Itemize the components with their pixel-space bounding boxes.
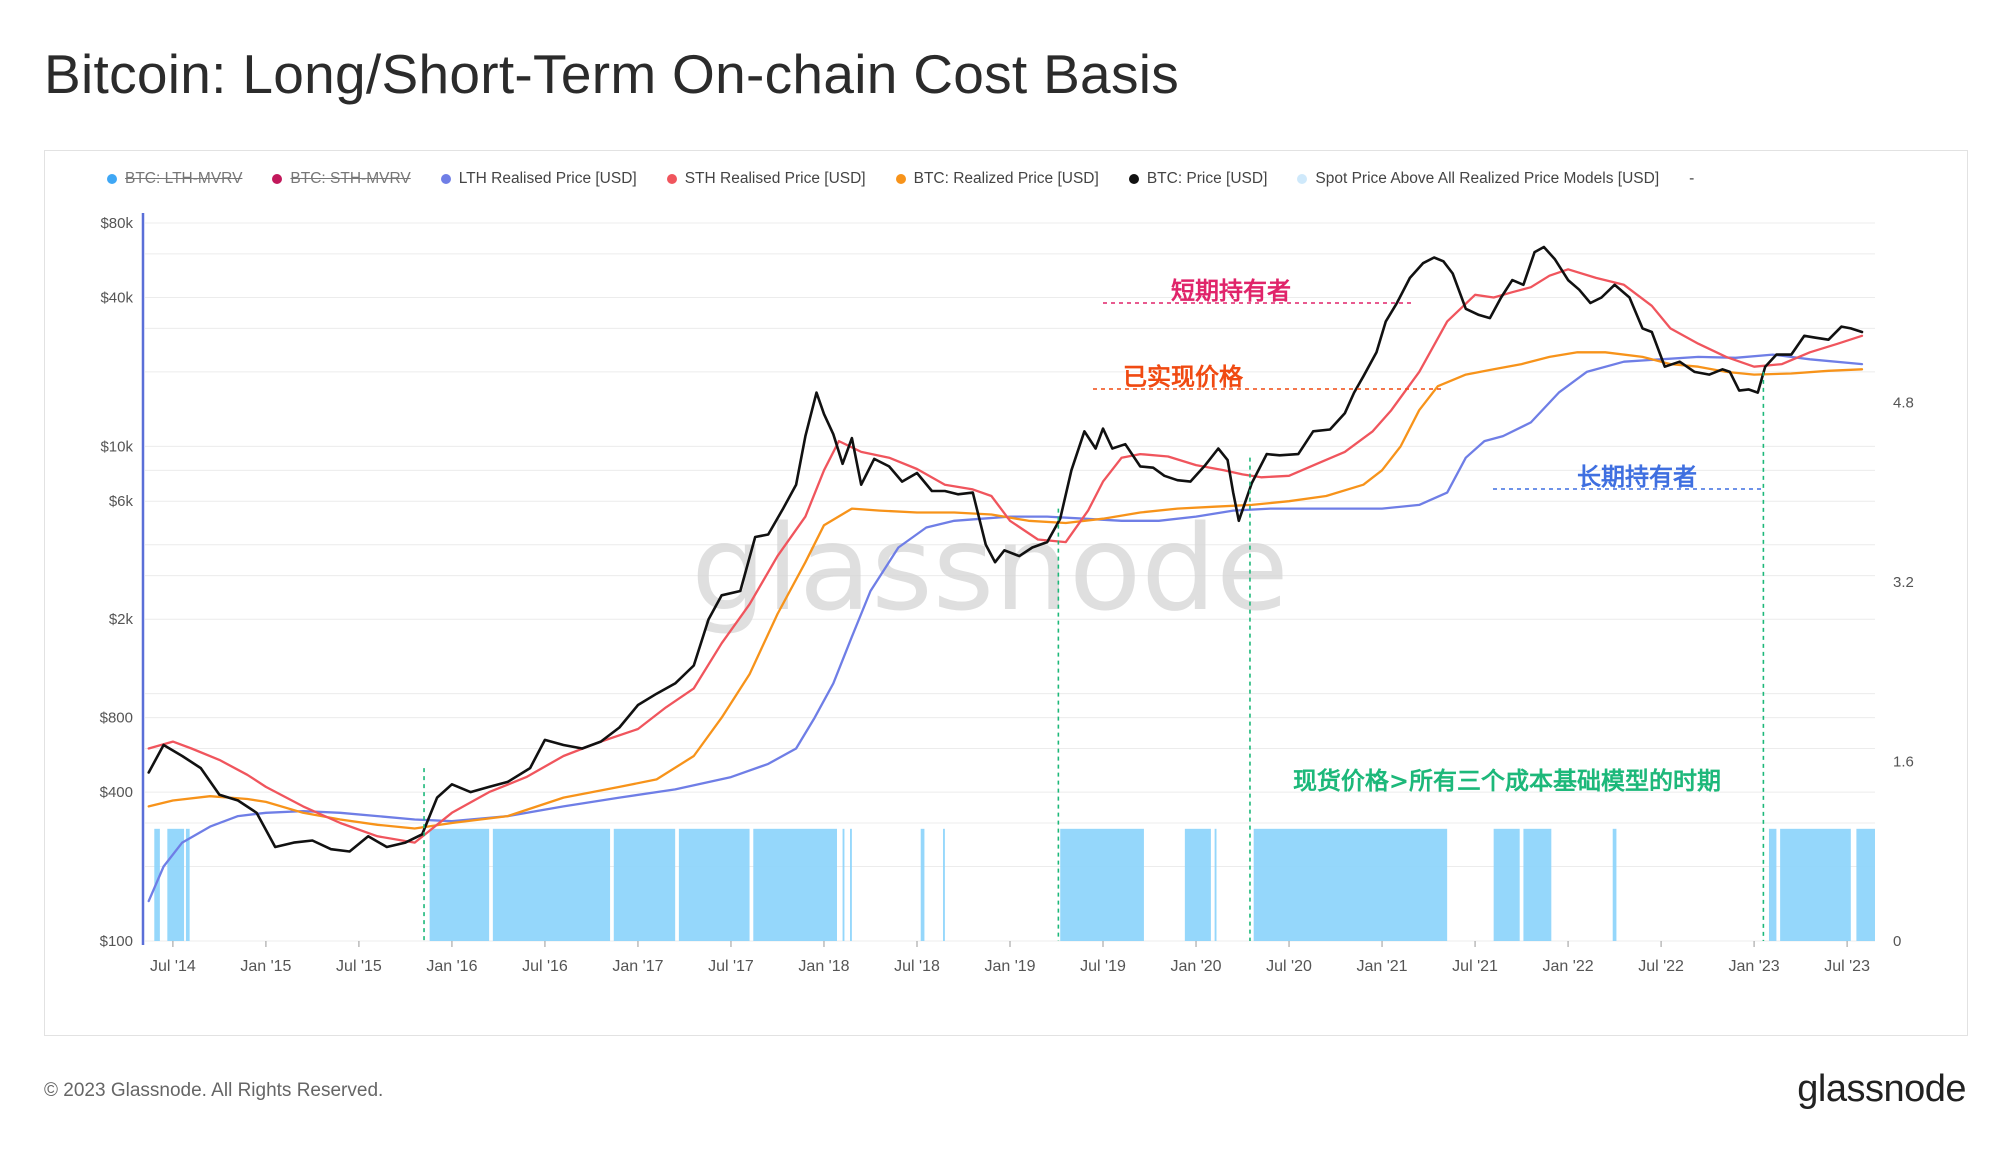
y2-tick-label: 1.6 <box>1893 754 1914 771</box>
x-tick-label: Jul '18 <box>894 958 940 975</box>
annotation-label: 现货价格>所有三个成本基础模型的时期 <box>1293 767 1721 795</box>
x-tick-label: Jul '17 <box>708 958 754 975</box>
chart-legend: BTC: LTH-MVRV BTC: STH-MVRV LTH Realised P… <box>107 167 1694 191</box>
spot-above-period-bar <box>167 828 185 941</box>
annotation-label: 短期持有者 <box>1171 277 1291 305</box>
legend-dot-icon <box>272 174 283 184</box>
x-tick-label: Jul '22 <box>1638 958 1684 975</box>
x-tick-label: Jul '16 <box>522 958 568 975</box>
annotation-label: 已实现价格 <box>1123 363 1244 391</box>
y2-tick-label: 3.2 <box>1893 574 1914 591</box>
series-line <box>147 353 1864 903</box>
x-tick-label: Jan '18 <box>798 958 849 975</box>
spot-above-period-bar <box>1060 828 1144 941</box>
glassnode-watermark: glassnode <box>691 499 1288 637</box>
spot-above-period-bar <box>842 828 845 941</box>
series-line <box>147 351 1864 830</box>
legend-dot-icon <box>1128 174 1139 184</box>
legend-item[interactable]: - <box>1689 170 1694 188</box>
glassnode-logo: glassnode <box>1797 1068 1966 1110</box>
x-tick-label: Jul '14 <box>150 958 196 975</box>
legend-label: BTC: Price [USD] <box>1146 170 1268 187</box>
spot-above-period-bar <box>678 828 750 941</box>
legend-label: BTC: Realized Price [USD] <box>913 170 1099 187</box>
x-tick-label: Jan '22 <box>1543 958 1594 975</box>
spot-above-period-bar <box>943 828 945 941</box>
spot-above-period-bar <box>1856 828 1875 941</box>
x-tick-label: Jul '23 <box>1824 958 1870 975</box>
spot-above-period-bar <box>850 828 852 941</box>
series-line <box>147 245 1864 853</box>
legend-item[interactable]: STH Realised Price [USD] <box>666 170 866 188</box>
spot-above-period-bar <box>154 828 160 941</box>
legend-item[interactable]: BTC: Price [USD] <box>1128 170 1268 188</box>
spot-above-period-bar <box>753 828 837 941</box>
legend-label: BTC: LTH-MVRV <box>125 170 243 187</box>
legend-dot-icon <box>440 174 451 184</box>
legend-dot-icon <box>1297 174 1308 184</box>
chart-panel: BTC: LTH-MVRV BTC: STH-MVRV LTH Realised P… <box>44 150 1968 1036</box>
y-tick-label: $800 <box>100 710 133 727</box>
legend-label: Spot Price Above All Realized Price Mode… <box>1315 170 1660 187</box>
legend-label: - <box>1689 170 1695 187</box>
legend-dot-icon <box>666 174 677 184</box>
legend-label: LTH Realised Price [USD] <box>458 170 637 187</box>
spot-above-period-bar <box>613 828 676 941</box>
y2-tick-label: 4.8 <box>1893 395 1914 412</box>
copyright-notice: © 2023 Glassnode. All Rights Reserved. <box>44 1080 384 1101</box>
chart-plot: glassnode 短期持有者已实现价格长期持有者现货价格>所有三个成本基础模型的… <box>100 213 1914 975</box>
legend-item[interactable]: BTC: LTH-MVRV <box>107 170 242 188</box>
legend-item[interactable]: LTH Realised Price [USD] <box>440 170 637 188</box>
legend-dot-icon <box>107 174 117 184</box>
y-tick-label: $400 <box>100 784 133 801</box>
x-tick-label: Jan '21 <box>1356 958 1407 975</box>
legend-item[interactable]: BTC: Realized Price [USD] <box>895 170 1099 188</box>
y-tick-label: $80k <box>100 215 133 232</box>
x-tick-label: Jan '15 <box>240 958 291 975</box>
x-tick-label: Jan '17 <box>612 958 663 975</box>
x-tick-label: Jul '20 <box>1266 958 1312 975</box>
spot-above-period-bar <box>920 828 925 941</box>
series-line <box>147 268 1864 844</box>
spot-above-period-bar <box>1780 828 1851 941</box>
x-tick-label: Jan '23 <box>1729 958 1780 975</box>
spot-above-period-bar <box>1612 828 1617 941</box>
x-tick-label: Jul '19 <box>1080 958 1126 975</box>
x-tick-label: Jul '15 <box>336 958 382 975</box>
legend-label: BTC: STH-MVRV <box>290 170 411 187</box>
y-tick-label: $40k <box>100 289 133 306</box>
spot-above-period-bar <box>1493 828 1520 941</box>
page-title: Bitcoin: Long/Short-Term On-chain Cost B… <box>44 43 1180 105</box>
x-tick-label: Jan '16 <box>426 958 477 975</box>
x-tick-label: Jan '20 <box>1170 958 1221 975</box>
legend-label: STH Realised Price [USD] <box>684 170 866 187</box>
x-tick-label: Jan '19 <box>984 958 1035 975</box>
spot-above-period-bar <box>185 828 190 941</box>
spot-above-period-bar <box>1523 828 1552 941</box>
spot-above-period-bar <box>1253 828 1448 941</box>
spot-above-period-bar <box>1768 828 1777 941</box>
annotation-label: 长期持有者 <box>1577 463 1697 491</box>
y-tick-label: $6k <box>109 493 134 510</box>
spot-above-period-bar <box>492 828 611 941</box>
y-tick-label: $2k <box>109 611 134 628</box>
spot-above-period-bar <box>1214 828 1217 941</box>
y-tick-label: $10k <box>100 438 133 455</box>
spot-above-period-bar <box>429 828 490 941</box>
spot-above-period-bar <box>1184 828 1211 941</box>
y2-tick-label: 0 <box>1893 933 1901 950</box>
legend-item[interactable]: BTC: STH-MVRV <box>272 170 411 188</box>
legend-item[interactable]: Spot Price Above All Realized Price Mode… <box>1297 170 1659 188</box>
y-tick-label: $100 <box>100 933 133 950</box>
legend-dot-icon <box>895 174 906 184</box>
x-tick-label: Jul '21 <box>1452 958 1498 975</box>
